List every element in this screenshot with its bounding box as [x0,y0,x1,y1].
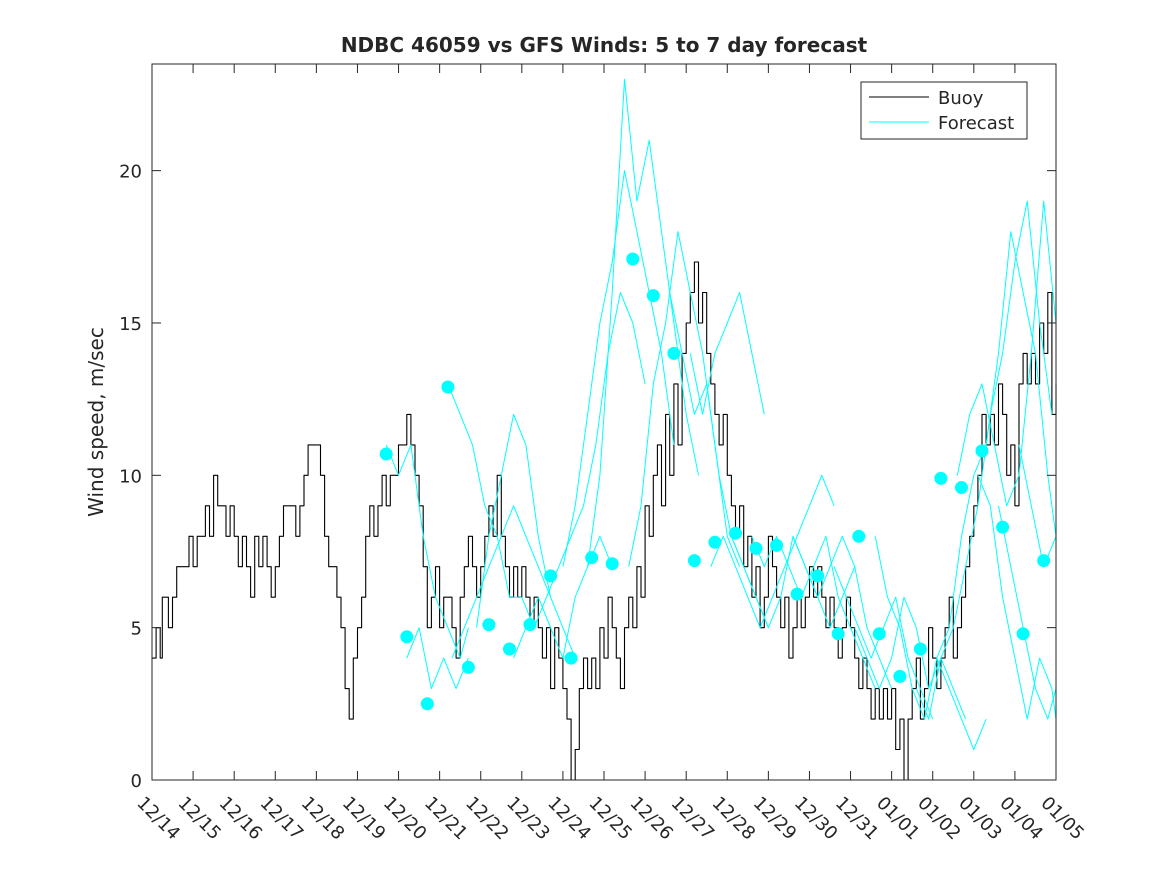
plot-area [152,64,1056,780]
legend-box [860,81,1028,140]
forecast-series-line-22 [956,200,1057,507]
forecast-series-line-8 [562,170,675,567]
forecast-marker-5 [482,618,496,632]
chart-title: NDBC 46059 vs GFS Winds: 5 to 7 day fore… [341,33,868,57]
series-layer [152,78,1057,781]
legend-forecast-label: Forecast [938,113,1014,134]
forecast-series-line-18 [854,596,967,720]
forecast-marker-15 [687,554,701,568]
forecast-marker-10 [585,551,599,565]
forecast-marker-7 [523,618,537,632]
forecast-marker-21 [811,569,825,583]
forecast-marker-24 [872,627,886,641]
forecast-series-line-24 [998,505,1057,720]
y-tick-label: 15 [119,314,142,335]
forecast-series-line-6 [513,535,613,659]
forecast-marker-31 [1016,627,1030,641]
y-tick-label: 0 [131,771,142,792]
forecast-marker-8 [544,569,558,583]
forecast-marker-4 [461,660,475,674]
forecast-series-line-1 [385,444,469,659]
forecast-marker-28 [955,481,968,494]
forecast-marker-14 [667,346,681,360]
forecast-marker-19 [770,538,784,552]
forecast-marker-26 [913,642,927,656]
forecast-marker-13 [646,289,660,303]
forecast-marker-27 [934,471,948,485]
forecast-series-line-25 [1018,444,1057,568]
forecast-series-line-4 [451,505,552,659]
forecast-series-line-23 [977,475,1057,720]
forecast-marker-17 [729,526,742,540]
y-tick-label: 20 [119,162,142,183]
forecast-marker-22 [831,627,845,641]
forecast-marker-9 [564,651,578,665]
y-tick-label: 10 [119,466,142,487]
forecast-series-line-21 [936,231,1057,659]
forecast-marker-25 [893,669,907,683]
forecast-marker-1 [400,630,414,644]
legend-buoy-label: Buoy [938,88,984,109]
forecast-marker-29 [975,444,989,458]
forecast-marker-18 [749,541,763,555]
forecast-marker-0 [379,447,393,461]
forecast-marker-11 [605,557,619,571]
forecast-marker-16 [708,535,722,549]
forecast-marker-32 [1037,554,1051,568]
forecast-series-line-3 [447,383,535,628]
forecast-marker-30 [996,520,1010,534]
forecast-marker-3 [441,380,455,394]
forecast-series-line-5 [476,413,576,659]
forecast-marker-2 [420,697,434,711]
y-axis-label: Wind speed, m/sec [84,327,108,517]
forecast-series-line-17 [833,566,934,720]
forecast-series-line-9 [587,78,699,567]
forecast-series-line-20 [915,200,1053,720]
marker-layer [379,252,1051,711]
forecast-marker-6 [503,642,516,656]
legend: Buoy Forecast [860,81,1028,140]
forecast-series-line-19 [874,536,987,750]
forecast-marker-12 [626,252,640,266]
forecast-series-line-10 [628,231,741,567]
y-tick-label: 5 [131,619,142,640]
forecast-marker-23 [852,529,866,543]
forecast-series-line-13 [710,474,835,629]
buoy-series-line [152,261,1057,781]
forecast-series-line-2 [406,627,469,690]
forecast-series-line-12 [689,292,765,415]
forecast-marker-20 [790,587,804,601]
